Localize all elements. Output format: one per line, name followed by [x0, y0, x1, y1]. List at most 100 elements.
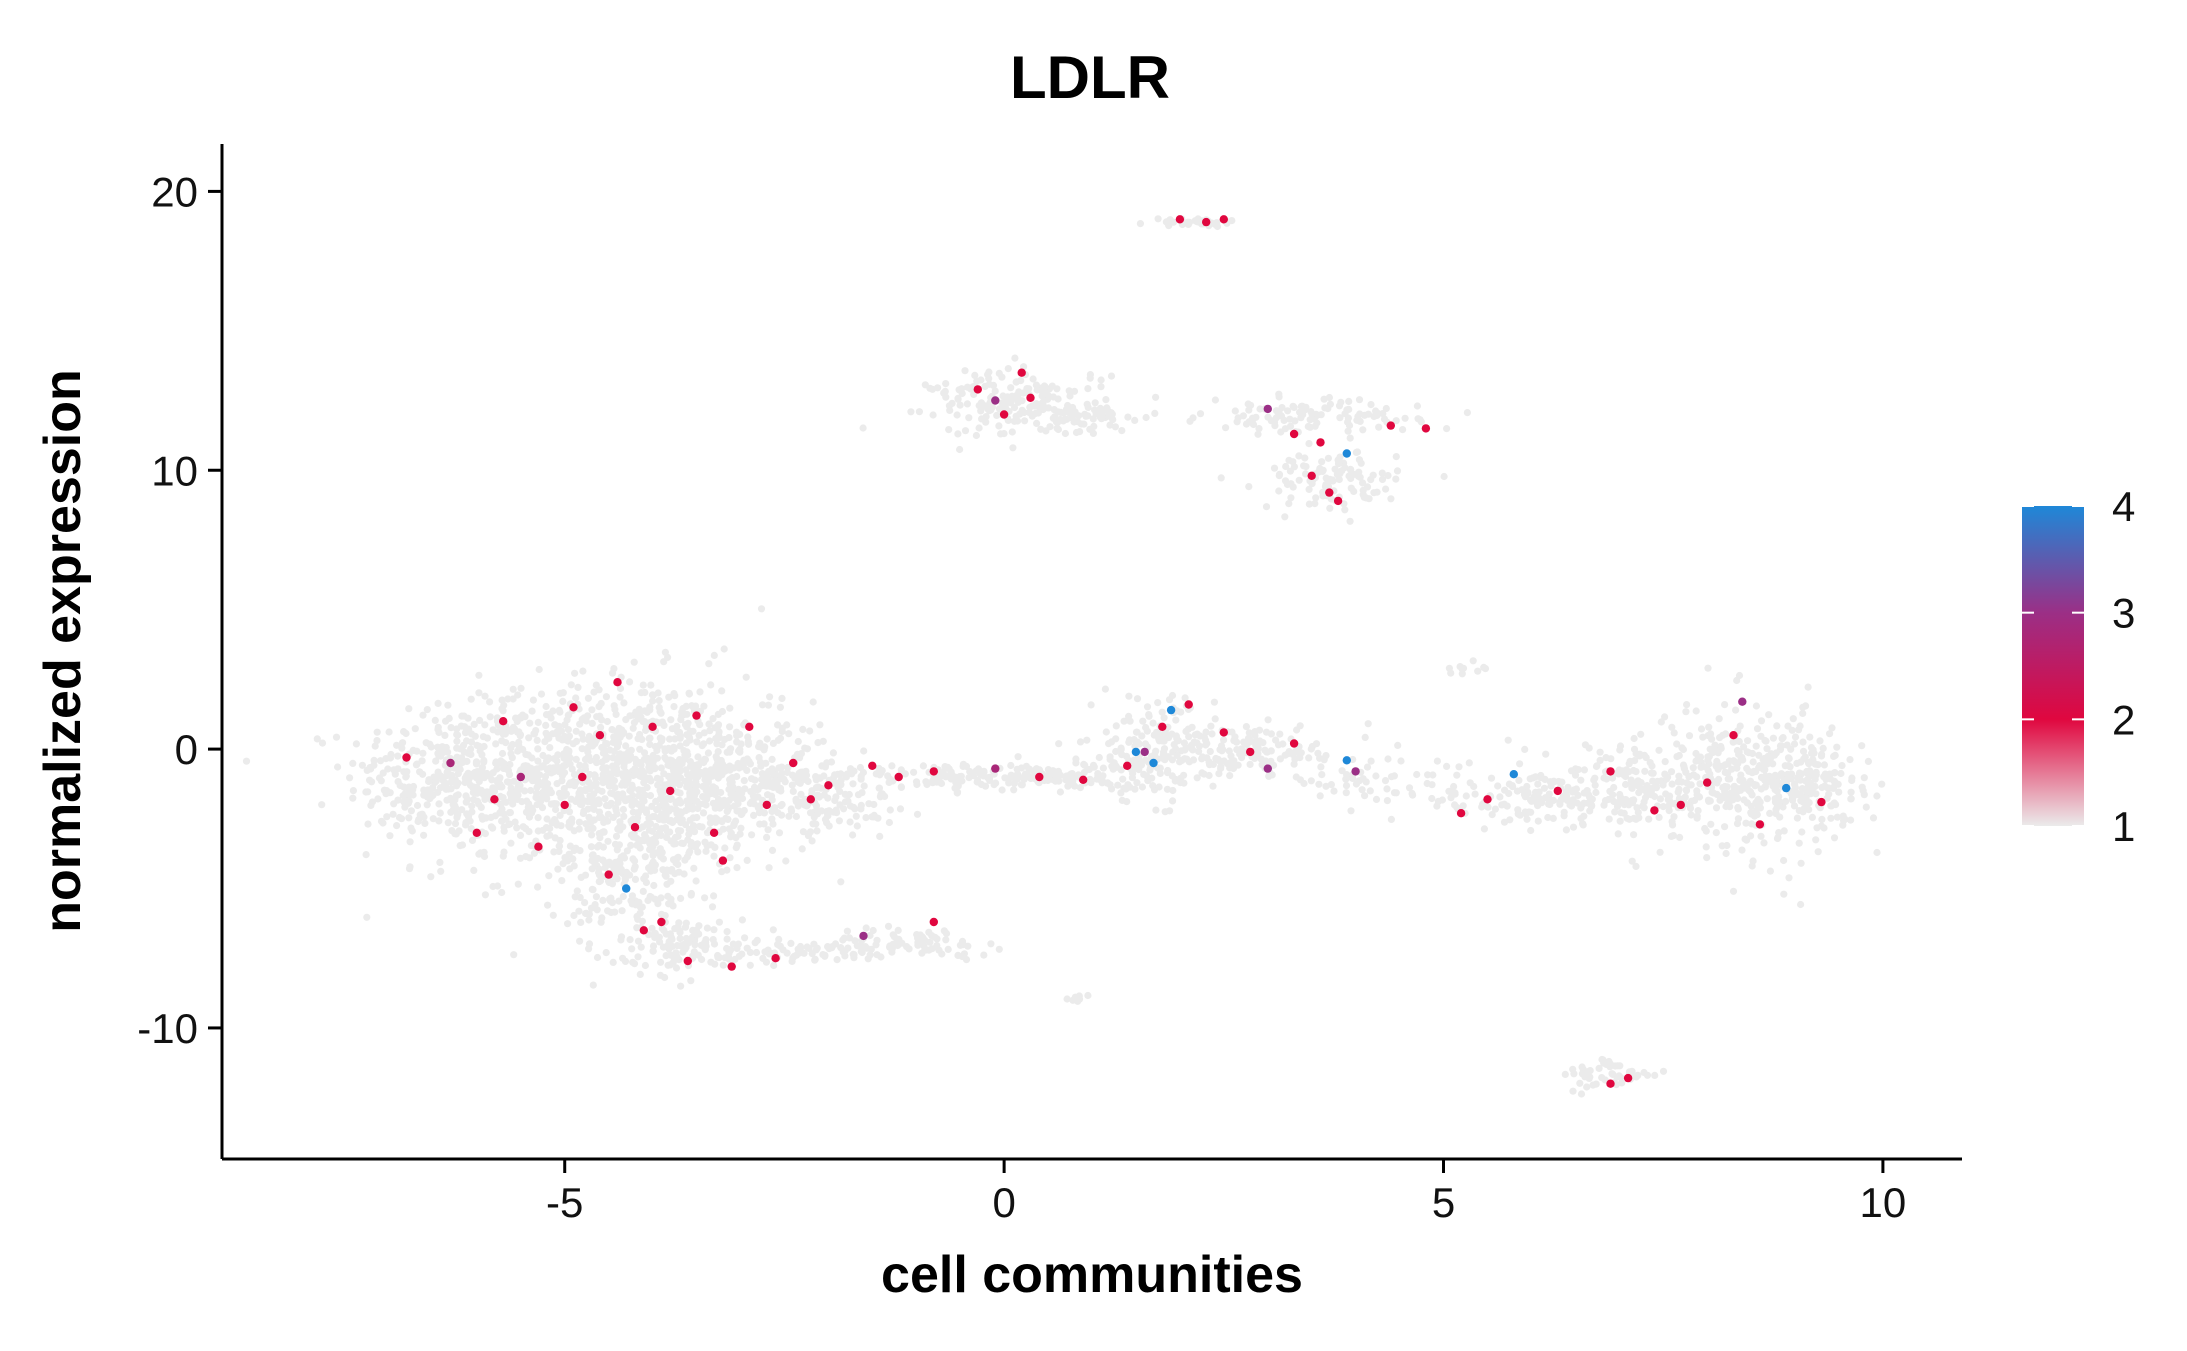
cell-point [405, 865, 414, 873]
cell-point [709, 783, 717, 791]
cell-point [1358, 786, 1366, 794]
cell-point [567, 681, 575, 689]
cell-point [1584, 1069, 1592, 1077]
cell-point [1498, 801, 1506, 809]
cell-point [1628, 784, 1636, 792]
cell-point [1561, 1070, 1569, 1078]
cell-point [723, 935, 731, 943]
cell-point [1014, 393, 1022, 401]
cell-point [649, 858, 657, 866]
cell-point [1242, 723, 1250, 731]
cell-point [599, 896, 607, 905]
cell-point [473, 741, 481, 750]
cell-point [584, 694, 593, 702]
cell-point [1754, 796, 1762, 804]
expressing-cell-point [718, 856, 728, 865]
cell-point [483, 734, 491, 742]
cell-point [685, 830, 693, 838]
y-axis-title: normalized expression [34, 369, 92, 933]
cell-point [502, 815, 510, 823]
cell-point [857, 805, 865, 813]
cell-point [683, 783, 691, 791]
cell-point [537, 690, 546, 698]
cell-point [1617, 809, 1625, 817]
cell-point [434, 725, 442, 734]
cell-point [554, 751, 562, 759]
cell-point [1873, 848, 1881, 857]
cell-point [1110, 759, 1118, 767]
cell-point [682, 919, 690, 927]
cell-point [542, 702, 550, 711]
cell-point [1125, 738, 1133, 746]
cell-point [514, 785, 522, 793]
cell-point [1527, 808, 1535, 816]
cell-point [781, 778, 789, 786]
cell-point [702, 936, 710, 944]
cell-point [1251, 728, 1259, 736]
cell-point [1655, 746, 1663, 754]
cell-point [1384, 472, 1392, 480]
cell-point [1833, 813, 1841, 821]
cell-point [701, 838, 709, 846]
cell-point [1359, 426, 1367, 434]
cell-point [1739, 776, 1747, 785]
cell-point [1831, 751, 1839, 760]
cell-point [439, 776, 447, 785]
cell-point [789, 954, 797, 962]
cell-point [1324, 454, 1332, 462]
cell-point [621, 797, 630, 805]
cell-point [734, 759, 742, 768]
cell-point [857, 775, 865, 783]
cell-point [1577, 1090, 1586, 1098]
cell-point [653, 806, 661, 814]
cell-point [1044, 771, 1053, 779]
cell-point [1640, 798, 1648, 806]
cell-point [1611, 808, 1619, 816]
cell-point [836, 787, 844, 796]
cell-point [965, 414, 973, 422]
expressing-cell-point [1316, 438, 1325, 447]
cell-point [849, 780, 857, 788]
cell-point [464, 714, 472, 722]
cell-point [1353, 416, 1361, 424]
cell-point [1362, 778, 1370, 786]
cell-point [1790, 740, 1799, 748]
cell-point [509, 800, 517, 808]
cell-point [593, 843, 602, 851]
cell-point [784, 763, 792, 772]
cell-point [1696, 780, 1704, 788]
cell-point [462, 792, 470, 800]
cell-point [1155, 737, 1163, 745]
cell-point [1326, 400, 1334, 408]
cell-point [1409, 791, 1417, 799]
cell-point [468, 808, 476, 816]
cell-point [543, 832, 551, 840]
cell-point [1346, 434, 1354, 442]
cell-point [1106, 421, 1114, 429]
cell-point [566, 823, 574, 831]
cell-point [1474, 667, 1482, 675]
cell-point [649, 851, 657, 860]
cell-point [1491, 805, 1499, 813]
cell-point [841, 790, 849, 799]
cell-point [1812, 836, 1820, 844]
expressing-cell-point [1149, 758, 1158, 768]
cell-point [929, 411, 937, 419]
cell-point [534, 757, 542, 765]
cell-point [1706, 797, 1714, 805]
cell-point [1008, 392, 1016, 400]
expressing-cell-point [490, 795, 499, 804]
expressing-cell-point [1219, 728, 1229, 737]
cell-point [812, 784, 821, 792]
colorbar [2022, 506, 2084, 826]
cell-point [1257, 755, 1265, 763]
cell-point [1382, 404, 1390, 413]
cell-point [1074, 997, 1082, 1005]
cell-point [646, 792, 655, 800]
cell-point [877, 953, 885, 961]
cell-point [1254, 430, 1262, 438]
cell-point [470, 720, 478, 729]
cell-point [1622, 780, 1630, 789]
cell-point [638, 766, 646, 775]
cell-point [643, 754, 652, 762]
